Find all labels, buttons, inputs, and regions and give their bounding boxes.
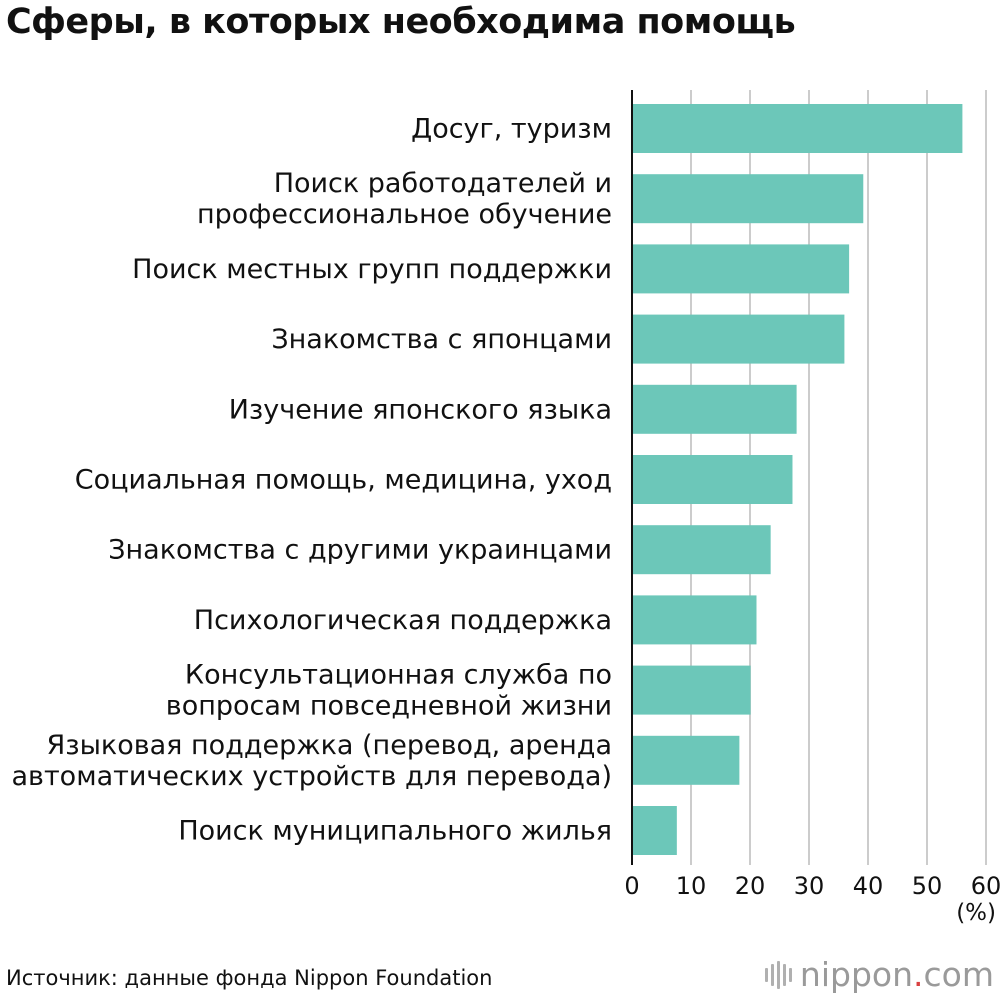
x-tick-label: 20 bbox=[735, 872, 766, 900]
x-tick-label: 10 bbox=[676, 872, 707, 900]
bar bbox=[632, 665, 751, 715]
bar bbox=[632, 384, 797, 434]
bar bbox=[632, 104, 963, 153]
x-tick-label: 30 bbox=[794, 872, 825, 900]
brand-logo: nippon.com bbox=[764, 955, 994, 994]
category-label: Поиск муниципального жилья bbox=[178, 816, 612, 847]
category-label: Поиск работодателей и профессиональное об… bbox=[197, 168, 612, 230]
bar bbox=[632, 244, 850, 294]
brand-text: nippon.com bbox=[799, 955, 994, 994]
bar bbox=[632, 314, 845, 364]
chart-title: Сферы, в которых необходима помощь bbox=[6, 2, 796, 42]
bar bbox=[632, 735, 740, 785]
x-tick-label: 50 bbox=[912, 872, 943, 900]
category-label: Знакомства с другими украинцами bbox=[108, 535, 612, 566]
bar bbox=[632, 595, 757, 645]
category-label: Изучение японского языка bbox=[229, 394, 612, 425]
x-tick-label: 40 bbox=[853, 872, 884, 900]
category-label: Языковая поддержка (перевод, аренда автом… bbox=[12, 730, 613, 792]
bar bbox=[632, 525, 771, 575]
category-label: Знакомства с японцами bbox=[271, 324, 612, 355]
bar bbox=[632, 455, 793, 504]
bar bbox=[632, 806, 677, 855]
category-label: Досуг, туризм bbox=[411, 114, 612, 145]
nippon-logo-icon bbox=[764, 960, 792, 989]
unit-label: (%) bbox=[956, 900, 996, 926]
bar bbox=[632, 174, 864, 224]
category-label: Консультационная служба по вопросам повсе… bbox=[166, 660, 612, 722]
x-tick-label: 60 bbox=[971, 872, 1000, 900]
category-label: Социальная помощь, медицина, уход bbox=[75, 465, 612, 496]
category-label: Психологическая поддержка bbox=[194, 605, 612, 636]
source-note: Источник: данные фонда Nippon Foundation bbox=[6, 966, 493, 990]
category-label: Поиск местных групп поддержки bbox=[132, 254, 612, 285]
x-tick-label: 0 bbox=[624, 872, 639, 900]
